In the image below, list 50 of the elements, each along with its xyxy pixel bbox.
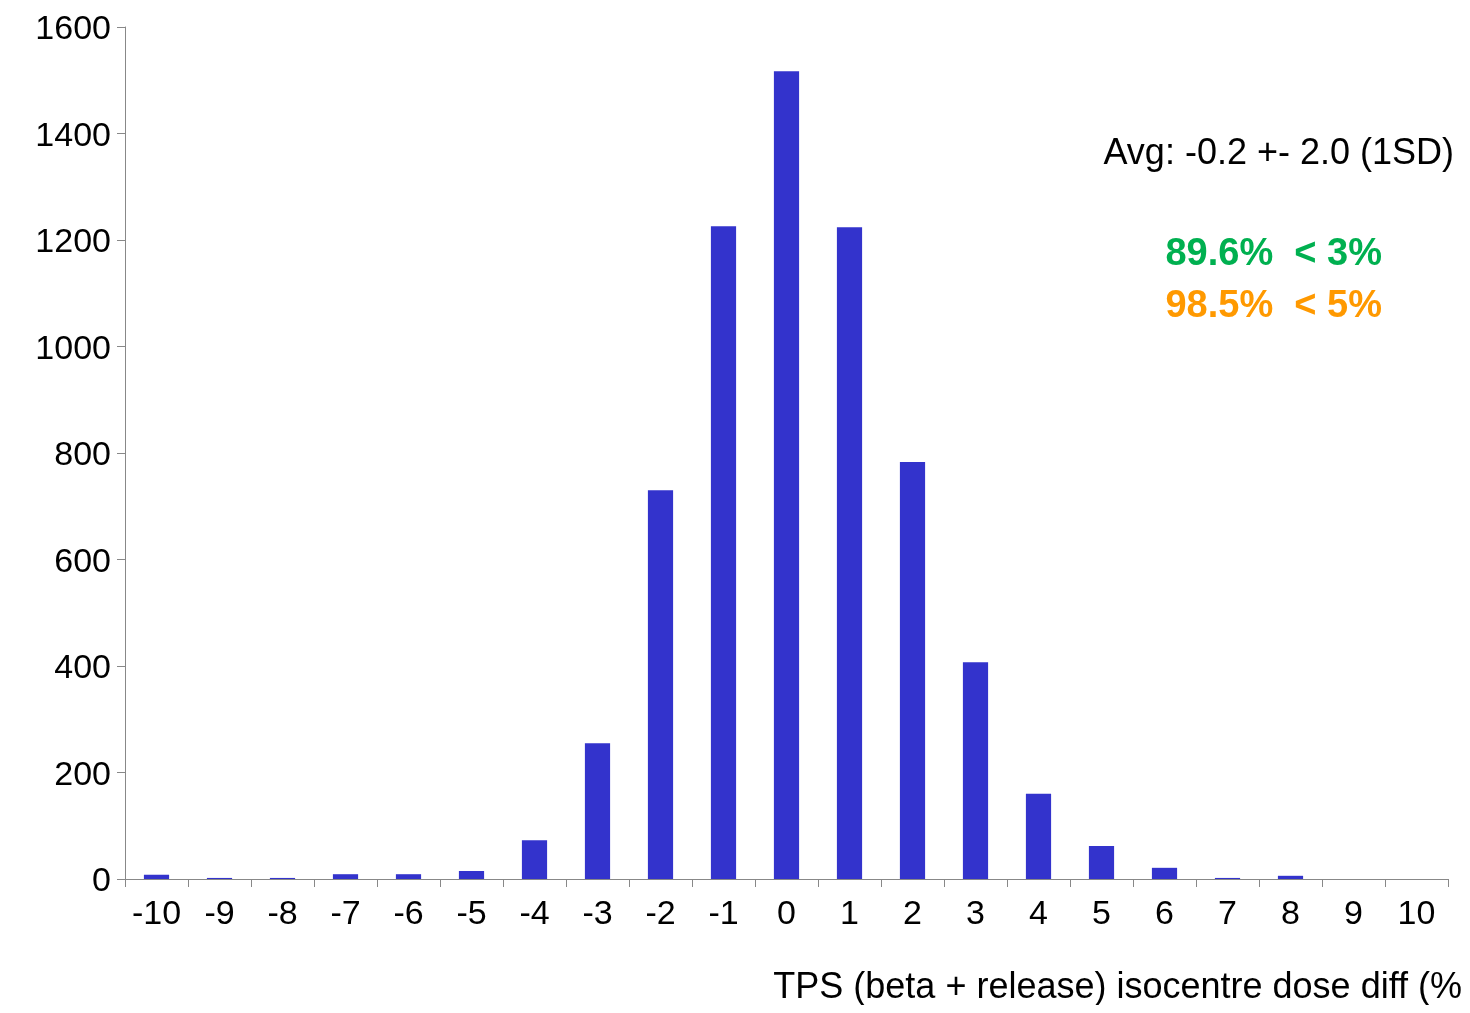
x-tick-label: 9 (1344, 893, 1363, 931)
bar (521, 840, 548, 879)
y-tick-label: 800 (54, 434, 111, 472)
bar (332, 874, 359, 879)
bar (395, 874, 422, 879)
bar (647, 490, 674, 879)
bar (1277, 875, 1304, 879)
x-tick-label: 0 (777, 893, 796, 931)
bar (1151, 867, 1178, 879)
x-tick-label: -10 (131, 893, 182, 931)
x-tick-label: -6 (393, 893, 424, 931)
bar (1025, 793, 1052, 879)
bar (143, 874, 170, 879)
bar (710, 226, 737, 879)
x-axis-title: TPS (beta + release) isocentre dose diff (% (773, 964, 1463, 1006)
bar (836, 227, 863, 879)
x-tick-label: 1 (840, 893, 859, 931)
x-tick-label: -4 (519, 893, 550, 931)
x-tick-label: 10 (1397, 893, 1436, 931)
bar (962, 662, 989, 879)
annotation: 89.6% < 3% (1165, 231, 1383, 273)
x-tick-label: 7 (1218, 893, 1237, 931)
x-tick-label: -2 (645, 893, 676, 931)
bar (1088, 845, 1115, 879)
x-tick-label: 3 (966, 893, 985, 931)
y-tick-label: 1400 (35, 114, 111, 153)
y-tick-label: 400 (54, 647, 111, 685)
annotation: Avg: -0.2 +- 2.0 (1SD) (1103, 130, 1455, 172)
y-tick-label: 0 (92, 860, 111, 898)
x-tick-label: 4 (1029, 893, 1048, 931)
bar (584, 743, 611, 879)
x-tick-label: 5 (1092, 893, 1111, 931)
x-tick-label: -8 (267, 893, 298, 931)
x-tick-label: -3 (582, 893, 613, 931)
x-tick-label: -9 (204, 893, 235, 931)
x-tick-label: -7 (330, 893, 361, 931)
x-tick-label: 8 (1281, 893, 1300, 931)
bar (899, 462, 926, 879)
y-tick-label: 200 (54, 753, 111, 792)
annotation: 98.5% < 5% (1165, 283, 1383, 325)
x-tick-label: -5 (456, 893, 487, 931)
bar (458, 871, 485, 879)
y-tick-label: 1600 (35, 8, 111, 46)
x-tick-label: -1 (708, 893, 739, 931)
y-tick-label: 1200 (35, 221, 111, 259)
bar (773, 71, 800, 879)
y-tick-label: 600 (54, 540, 111, 579)
x-tick-label: 2 (903, 893, 922, 931)
y-tick-label: 1000 (35, 327, 111, 366)
x-tick-label: 6 (1155, 893, 1174, 931)
